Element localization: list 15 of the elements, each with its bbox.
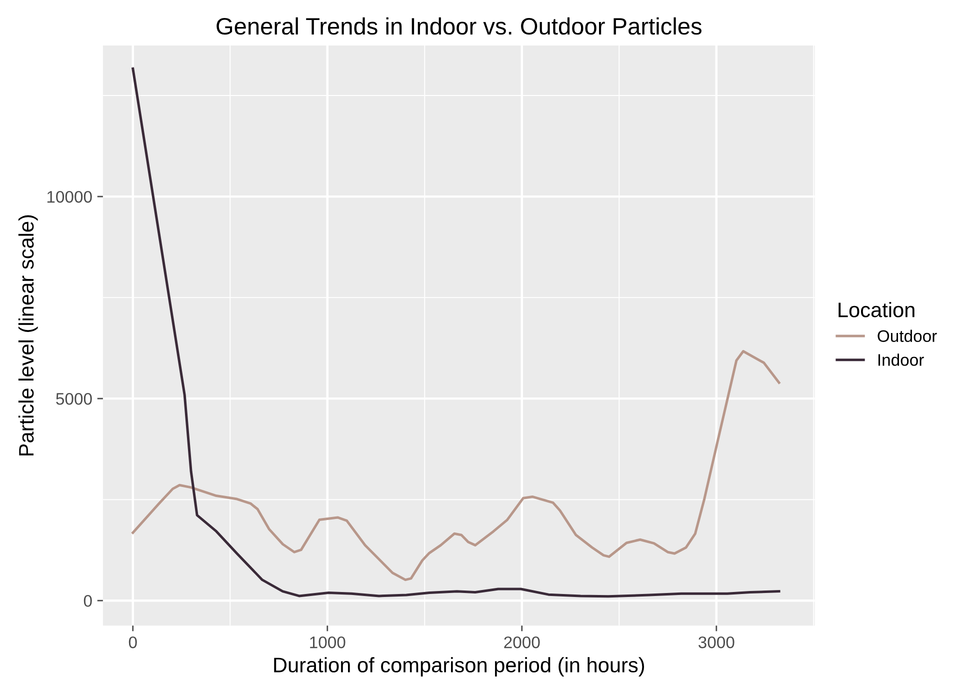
x-tick-label: 1000 xyxy=(310,636,346,648)
chart-title: General Trends in Indoor vs. Outdoor Particles xyxy=(216,17,702,35)
y-tick-label: 0 xyxy=(84,594,92,607)
x-tick-label: 3000 xyxy=(698,636,734,648)
y-axis-title: Particle level (linear scale) xyxy=(18,215,38,456)
x-axis-title: Duration of comparison period (in hours) xyxy=(274,657,644,677)
x-tick-label: 0 xyxy=(128,636,137,648)
legend-label: Indoor xyxy=(878,354,924,366)
x-tick-label: 2000 xyxy=(504,636,540,648)
y-tick-label: 10000 xyxy=(47,190,92,203)
legend-title: Location xyxy=(838,302,914,318)
y-tick-label: 5000 xyxy=(56,392,92,405)
line-series xyxy=(132,350,780,582)
legend-label: Outdoor xyxy=(878,330,937,342)
line-series xyxy=(132,67,780,598)
